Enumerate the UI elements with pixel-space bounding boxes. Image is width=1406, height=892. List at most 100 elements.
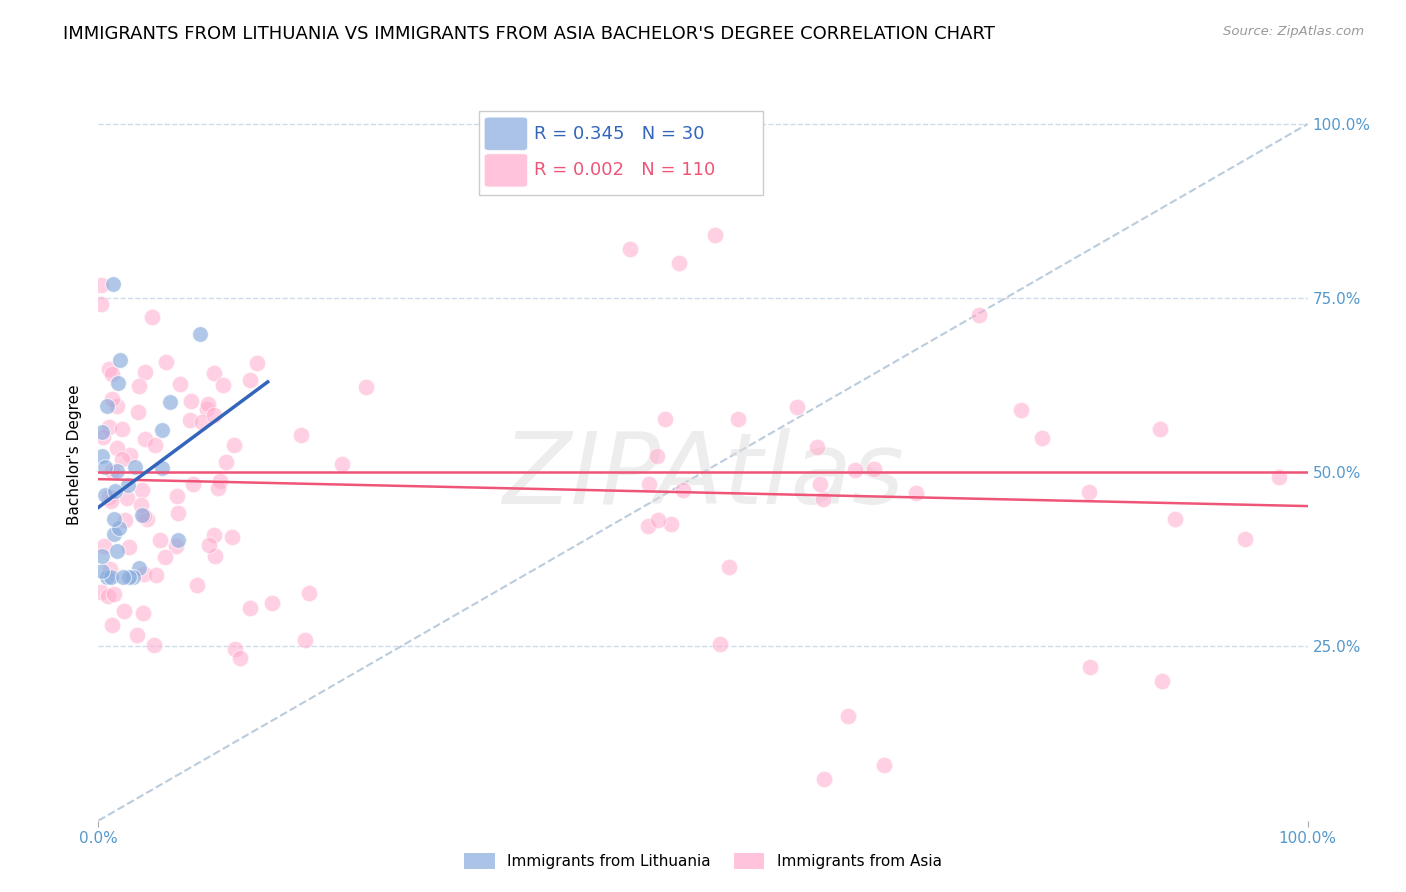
- Point: [1164, 512, 1187, 526]
- Point: [128, 561, 150, 575]
- Point: [215, 455, 238, 469]
- Point: [128, 379, 150, 393]
- Point: [212, 378, 235, 392]
- Point: [132, 566, 155, 581]
- Point: [239, 601, 262, 615]
- Point: [118, 570, 141, 584]
- Point: [121, 570, 143, 584]
- Point: [100, 464, 122, 478]
- Point: [294, 633, 316, 648]
- Point: [704, 228, 727, 243]
- FancyBboxPatch shape: [484, 117, 527, 151]
- Point: [813, 772, 835, 786]
- Point: [150, 424, 173, 438]
- Point: [167, 533, 190, 548]
- Point: [811, 492, 834, 507]
- Point: [135, 512, 157, 526]
- Point: [197, 396, 219, 410]
- Point: [290, 428, 312, 442]
- Point: [141, 310, 163, 324]
- Point: [159, 395, 181, 409]
- Point: [107, 376, 129, 391]
- Point: [120, 448, 142, 462]
- Point: [97, 420, 120, 434]
- Point: [180, 393, 202, 408]
- Point: [98, 562, 121, 576]
- Point: [837, 709, 859, 723]
- Point: [356, 380, 378, 394]
- Point: [1010, 403, 1032, 417]
- Point: [808, 477, 831, 491]
- Point: [221, 530, 243, 544]
- Point: [114, 513, 136, 527]
- Point: [127, 405, 149, 419]
- Point: [709, 637, 731, 651]
- Point: [806, 440, 828, 454]
- Point: [195, 402, 218, 417]
- Point: [647, 449, 669, 463]
- Point: [863, 462, 886, 476]
- Point: [155, 355, 177, 369]
- Point: [108, 353, 131, 368]
- Point: [131, 483, 153, 497]
- Point: [132, 607, 155, 621]
- Point: [198, 538, 221, 552]
- Point: [107, 399, 129, 413]
- Point: [717, 559, 740, 574]
- Point: [239, 373, 262, 387]
- Point: [330, 458, 353, 472]
- Point: [228, 651, 250, 665]
- FancyBboxPatch shape: [484, 153, 527, 187]
- Point: [207, 481, 229, 495]
- Point: [637, 519, 659, 533]
- Text: IMMIGRANTS FROM LITHUANIA VS IMMIGRANTS FROM ASIA BACHELOR'S DEGREE CORRELATION : IMMIGRANTS FROM LITHUANIA VS IMMIGRANTS …: [63, 25, 995, 43]
- Point: [1152, 674, 1174, 689]
- Point: [166, 489, 188, 503]
- Point: [202, 367, 225, 381]
- Point: [668, 256, 690, 270]
- Point: [97, 590, 120, 604]
- Point: [873, 758, 896, 772]
- Point: [111, 422, 134, 436]
- Point: [115, 491, 138, 505]
- Point: [224, 642, 246, 657]
- Point: [191, 415, 214, 429]
- Point: [654, 411, 676, 425]
- Point: [262, 596, 284, 610]
- Point: [204, 549, 226, 564]
- Point: [103, 527, 125, 541]
- Point: [202, 528, 225, 542]
- Point: [97, 362, 120, 376]
- Point: [101, 277, 124, 292]
- Point: [727, 411, 749, 425]
- Point: [142, 639, 165, 653]
- Point: [169, 376, 191, 391]
- Point: [98, 490, 121, 504]
- Point: [94, 488, 117, 502]
- Point: [93, 539, 115, 553]
- Point: [111, 570, 134, 584]
- Point: [127, 628, 149, 642]
- Point: [91, 430, 114, 444]
- Point: [132, 508, 155, 523]
- Point: [967, 308, 990, 322]
- Point: [1078, 660, 1101, 674]
- Y-axis label: Bachelor's Degree: Bachelor's Degree: [67, 384, 83, 525]
- Point: [91, 425, 114, 439]
- Point: [1031, 430, 1053, 444]
- Point: [108, 521, 131, 535]
- Point: [105, 464, 128, 478]
- Point: [188, 326, 211, 341]
- Point: [103, 512, 125, 526]
- Point: [96, 570, 118, 584]
- Point: [134, 432, 156, 446]
- Point: [145, 568, 167, 582]
- Point: [179, 412, 201, 426]
- Point: [112, 604, 135, 618]
- Point: [101, 368, 124, 382]
- Point: [91, 564, 114, 578]
- Legend: Immigrants from Lithuania, Immigrants from Asia: Immigrants from Lithuania, Immigrants fr…: [458, 847, 948, 875]
- Point: [134, 365, 156, 379]
- Text: R = 0.002   N = 110: R = 0.002 N = 110: [534, 161, 716, 179]
- Point: [222, 438, 245, 452]
